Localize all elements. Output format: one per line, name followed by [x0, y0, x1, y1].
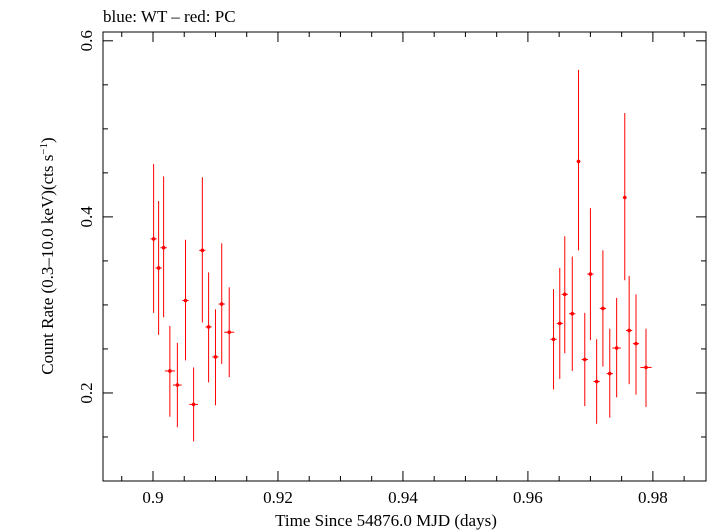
data-point [634, 341, 638, 346]
y-axis-label: Count Rate (0.3–10.0 keV)(cts s−1) [38, 137, 57, 374]
data-point [594, 379, 599, 384]
x-tick-label: 0.9 [142, 488, 163, 507]
data-point [151, 237, 156, 241]
y-tick-label: 0.2 [77, 382, 96, 403]
x-tick-label: 0.94 [388, 488, 418, 507]
data-point [627, 328, 631, 333]
data-point [156, 266, 161, 270]
data-point [183, 298, 188, 303]
data-point [161, 245, 166, 250]
data-point [227, 330, 232, 335]
data-point [200, 248, 205, 253]
data-point [601, 306, 605, 311]
data-point [557, 321, 562, 326]
x-axis-label: Time Since 54876.0 MJD (days) [275, 511, 497, 530]
y-tick-label: 0.6 [77, 30, 96, 51]
data-point [551, 337, 556, 342]
data-point [588, 272, 593, 276]
data-point [570, 311, 575, 316]
data-point [562, 292, 567, 297]
y-axis-label-main: Count Rate (0.3–10.0 keV)(cts s [38, 155, 57, 375]
y-axis-label-close: ) [38, 137, 57, 143]
x-tick-label: 0.96 [513, 488, 543, 507]
x-tick-label: 0.98 [638, 488, 668, 507]
data-point [191, 402, 196, 407]
data-point [213, 355, 218, 359]
data-point [576, 159, 581, 164]
data-point [206, 325, 211, 329]
data-point [175, 383, 180, 387]
data-point [168, 369, 172, 373]
plot-frame [102, 31, 707, 482]
y-axis-label-exponent: −1 [38, 143, 50, 155]
chart-title: blue: WT – red: PC [103, 7, 236, 26]
x-tick-label: 0.92 [263, 488, 293, 507]
plot-area: 0.9 0.92 0.94 0.96 0.98 0.2 0.4 0.6 [77, 30, 707, 507]
data-point [614, 346, 619, 350]
data-point [622, 195, 627, 200]
y-tick-label: 0.4 [77, 206, 96, 228]
data-point [219, 302, 224, 306]
data-point [644, 365, 648, 370]
data-point [582, 357, 587, 362]
data-point [607, 371, 612, 376]
